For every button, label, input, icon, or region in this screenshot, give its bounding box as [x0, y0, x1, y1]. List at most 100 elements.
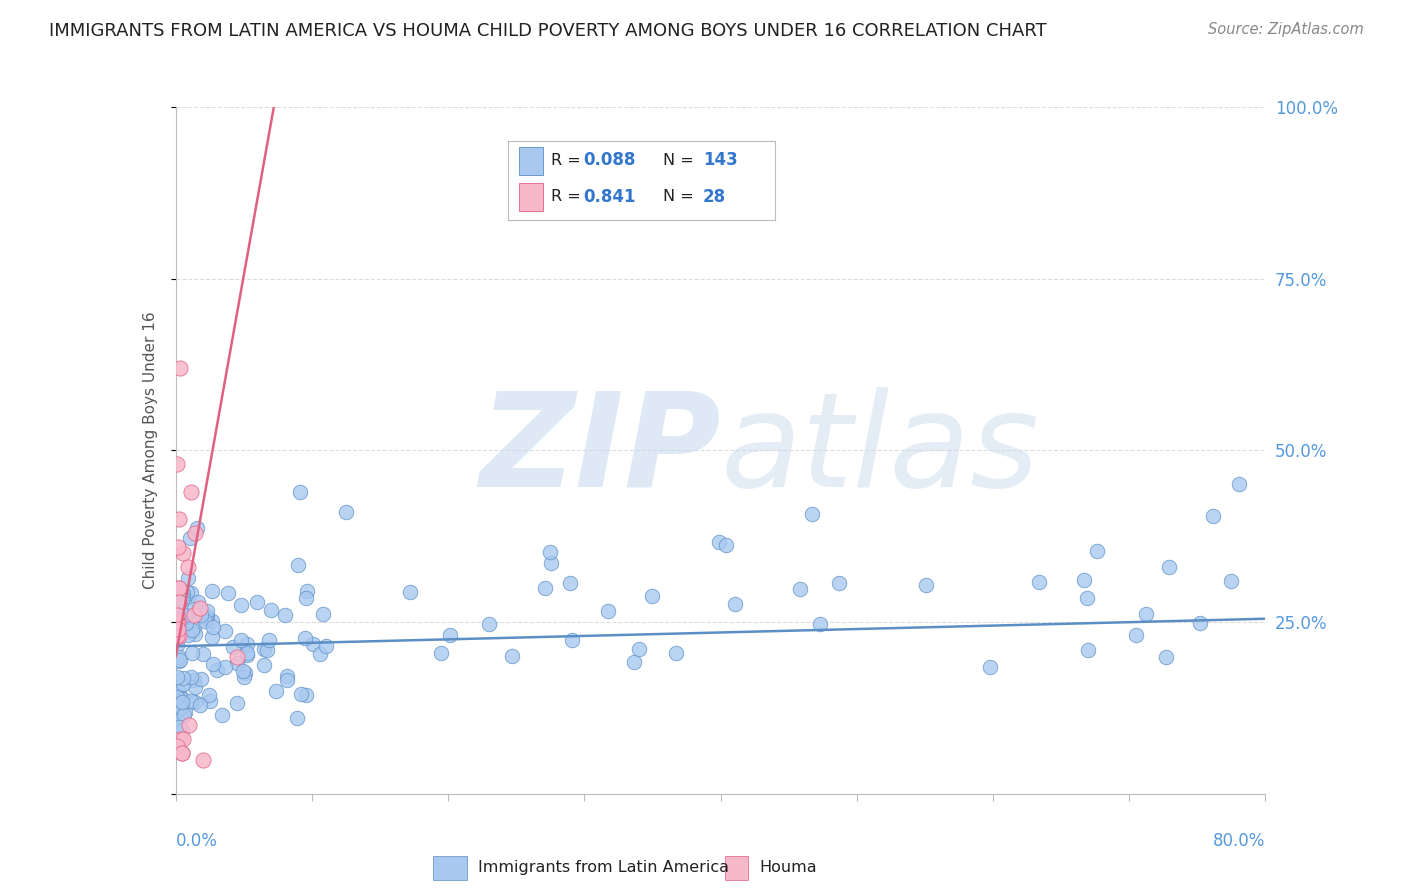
Point [191, 647, 214, 661]
Point [172, 695, 194, 709]
Point [166, 627, 188, 641]
Point [201, 584, 224, 599]
Point [169, 709, 191, 723]
Point [166, 713, 188, 727]
Point [308, 647, 330, 661]
Point [315, 639, 337, 653]
Point [187, 595, 209, 609]
Point [166, 615, 188, 630]
Text: Immigrants from Latin America: Immigrants from Latin America [478, 861, 730, 875]
Point [172, 671, 194, 685]
Point [295, 584, 318, 599]
Point [236, 648, 259, 662]
Point [253, 657, 276, 672]
Point [169, 699, 191, 714]
Point [596, 603, 619, 617]
Point [172, 592, 194, 607]
Point [198, 693, 221, 707]
Point [167, 512, 190, 526]
Point [201, 657, 224, 672]
Point [274, 608, 297, 623]
Point [301, 637, 323, 651]
Point [236, 637, 259, 651]
Bar [519, 183, 543, 211]
Point [166, 631, 188, 645]
Point [229, 598, 252, 612]
Point [180, 623, 202, 637]
Point [176, 585, 198, 599]
Point [166, 608, 188, 623]
Point [266, 683, 288, 698]
Point [714, 538, 737, 552]
Point [214, 659, 236, 673]
Point [1154, 649, 1177, 664]
Point [166, 612, 188, 626]
Point [174, 616, 197, 631]
Point [828, 576, 851, 591]
Point [179, 531, 201, 545]
Point [194, 614, 217, 628]
Point [166, 581, 188, 595]
Point [1028, 574, 1050, 589]
Point [217, 585, 239, 599]
Point [1201, 509, 1223, 524]
Bar [725, 856, 748, 880]
Point [180, 484, 202, 499]
Point [1219, 574, 1241, 588]
Text: Houma: Houma [759, 861, 817, 875]
Point [294, 631, 316, 645]
Point [222, 640, 245, 655]
Text: R =: R = [551, 189, 586, 204]
Point [167, 654, 190, 668]
Point [170, 746, 193, 760]
Text: 28: 28 [703, 187, 725, 206]
Point [184, 695, 207, 709]
Text: ZIP: ZIP [479, 387, 721, 514]
Point [188, 698, 211, 712]
Point [260, 603, 283, 617]
Point [176, 628, 198, 642]
Point [169, 731, 191, 746]
Point [561, 633, 583, 648]
Point [174, 705, 197, 719]
Point [169, 595, 191, 609]
Point [173, 707, 195, 722]
Point [167, 540, 190, 554]
Point [501, 649, 523, 664]
Point [177, 571, 200, 585]
Point [166, 624, 188, 639]
Text: Source: ZipAtlas.com: Source: ZipAtlas.com [1208, 22, 1364, 37]
Point [477, 617, 499, 632]
Point [167, 685, 190, 699]
Point [190, 608, 212, 623]
Point [195, 604, 218, 618]
Point [276, 673, 298, 687]
Point [173, 608, 195, 623]
Point [170, 723, 193, 737]
Point [167, 720, 190, 734]
Text: 0.0%: 0.0% [176, 831, 218, 850]
Point [439, 628, 461, 642]
Text: IMMIGRANTS FROM LATIN AMERICA VS HOUMA CHILD POVERTY AMONG BOYS UNDER 16 CORRELA: IMMIGRANTS FROM LATIN AMERICA VS HOUMA C… [49, 22, 1047, 40]
Point [724, 597, 747, 611]
Point [256, 643, 278, 657]
Point [179, 670, 201, 684]
Point [233, 666, 256, 681]
Text: atlas: atlas [721, 387, 1039, 514]
Point [166, 457, 188, 471]
Point [170, 746, 193, 760]
Point [172, 677, 194, 691]
Text: 143: 143 [703, 152, 738, 169]
Text: 80.0%: 80.0% [1213, 831, 1265, 850]
Point [169, 698, 191, 712]
Point [184, 626, 207, 640]
Point [641, 590, 664, 604]
Text: N =: N = [664, 189, 699, 204]
Point [193, 753, 215, 767]
Point [534, 581, 557, 595]
Point [789, 582, 811, 596]
Point [166, 739, 188, 753]
Point [177, 560, 200, 574]
Point [183, 621, 205, 635]
Point [665, 646, 688, 660]
